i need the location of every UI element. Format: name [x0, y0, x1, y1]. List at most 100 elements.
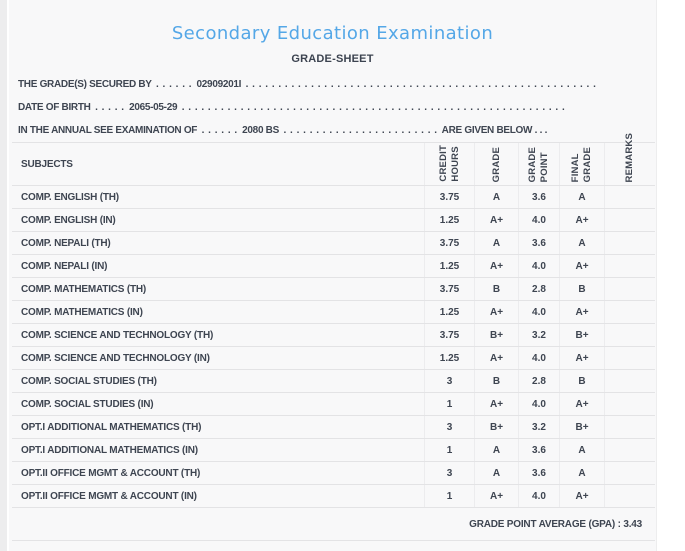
final-grade-cell: B+ [559, 324, 604, 346]
remarks-cell [604, 278, 655, 300]
final-grade-cell: A+ [559, 301, 604, 323]
subject-cell: OPT.II OFFICE MGMT & ACCOUNT (TH) [21, 467, 201, 479]
table-row: COMP. SOCIAL STUDIES (IN) 1 A+ 4.0 A+ [12, 393, 655, 416]
subject-cell: COMP. SOCIAL STUDIES (TH) [21, 375, 157, 387]
credit-hours-cell: 3.75 [424, 278, 474, 300]
remarks-cell [604, 485, 655, 507]
remarks-cell [604, 324, 655, 346]
grade-point-cell: 3.6 [518, 462, 559, 484]
grade-cell: A+ [474, 301, 518, 323]
grade-point-cell: 4.0 [518, 301, 559, 323]
credit-hours-cell: 1.25 [424, 347, 474, 369]
column-header-credit-hours: CREDIT HOURS [424, 143, 474, 185]
grade-sheet-page: Secondary Education Examination GRADE-SH… [9, 0, 657, 551]
remarks-cell [604, 439, 655, 461]
info-line-date-of-birth: DATE OF BIRTH . . . . . 2065-05-29 . . .… [18, 96, 596, 119]
credit-hours-cell: 3.75 [424, 324, 474, 346]
remarks-cell [604, 301, 655, 323]
table-row: COMP. NEPALI (TH) 3.75 A 3.6 A [12, 232, 655, 255]
grade-point-cell: 4.0 [518, 255, 559, 277]
dots-trailer: . . . . . . . . . . . . . . . . . . . . … [245, 79, 596, 90]
credit-hours-cell: 1.25 [424, 255, 474, 277]
grade-point-cell: 2.8 [518, 370, 559, 392]
remarks-cell [604, 209, 655, 231]
credit-hours-cell: 1.25 [424, 301, 474, 323]
credit-hours-cell: 3 [424, 370, 474, 392]
column-header-final-grade: FINAL GRADE [559, 143, 604, 185]
subject-cell: COMP. NEPALI (IN) [21, 260, 108, 272]
table-body: COMP. ENGLISH (TH) 3.75 A 3.6 A COMP. EN… [12, 186, 655, 508]
grade-label: GRADE [490, 146, 502, 182]
grade-cell: A+ [474, 393, 518, 415]
subject-cell: OPT.II OFFICE MGMT & ACCOUNT (IN) [21, 490, 197, 502]
grade-point-cell: 4.0 [518, 393, 559, 415]
remarks-cell [604, 255, 655, 277]
subject-cell: COMP. SCIENCE AND TECHNOLOGY (IN) [21, 352, 210, 364]
credit-hours-cell: 1.25 [424, 209, 474, 231]
grade-cell: A+ [474, 255, 518, 277]
grade-point-cell: 4.0 [518, 347, 559, 369]
table-row: COMP. NEPALI (IN) 1.25 A+ 4.0 A+ [12, 255, 655, 278]
credit-hours-cell: 1 [424, 439, 474, 461]
are-given-below-text: ARE GIVEN BELOW . . . [441, 125, 548, 136]
grade-point-cell: 4.0 [518, 209, 559, 231]
exam-year-value: 2080 BS [242, 125, 279, 136]
final-grade-cell: B [559, 370, 604, 392]
subject-cell: COMP. MATHEMATICS (IN) [21, 306, 143, 318]
table-row: OPT.II OFFICE MGMT & ACCOUNT (TH) 3 A 3.… [12, 462, 655, 485]
final-grade-cell: A [559, 462, 604, 484]
credit-hours-cell: 1 [424, 393, 474, 415]
subjects-column-header: SUBJECTS [21, 158, 73, 170]
grade-point-cell: 3.6 [518, 232, 559, 254]
grade-cell: A [474, 232, 518, 254]
grade-cell: A [474, 439, 518, 461]
subject-cell: COMP. SOCIAL STUDIES (IN) [21, 398, 154, 410]
grade-point-cell: 3.2 [518, 324, 559, 346]
table-row: COMP. ENGLISH (IN) 1.25 A+ 4.0 A+ [12, 209, 655, 232]
credit-hours-cell: 3 [424, 416, 474, 438]
grade-point-cell: 3.6 [518, 439, 559, 461]
grade-cell: B [474, 370, 518, 392]
final-grade-cell: B [559, 278, 604, 300]
subject-cell: COMP. SCIENCE AND TECHNOLOGY (TH) [21, 329, 214, 341]
grade-point-label: GRADE POINT [527, 146, 550, 182]
grade-cell: B+ [474, 416, 518, 438]
table-row: OPT.I ADDITIONAL MATHEMATICS (IN) 1 A 3.… [12, 439, 655, 462]
remarks-label: REMARKS [624, 132, 636, 182]
final-grade-cell: A+ [559, 347, 604, 369]
symbol-number-value: 02909201I [196, 79, 242, 90]
table-row: COMP. MATHEMATICS (IN) 1.25 A+ 4.0 A+ [12, 301, 655, 324]
table-row: COMP. SOCIAL STUDIES (TH) 3 B 2.8 B [12, 370, 655, 393]
table-row: COMP. MATHEMATICS (TH) 3.75 B 2.8 B [12, 278, 655, 301]
final-grade-cell: B+ [559, 416, 604, 438]
final-grade-cell: A+ [559, 255, 604, 277]
final-grade-cell: A [559, 439, 604, 461]
table-row: COMP. ENGLISH (TH) 3.75 A 3.6 A [12, 186, 655, 209]
table-header-row: SUBJECTS CREDIT HOURS GRADE GRADE POINT [12, 133, 655, 186]
gpa-text: GRADE POINT AVERAGE (GPA) : 3.43 [469, 518, 642, 530]
grade-cell: A+ [474, 485, 518, 507]
grade-cell: A [474, 462, 518, 484]
final-grade-cell: A+ [559, 209, 604, 231]
grade-cell: A [474, 186, 518, 208]
info-section: THE GRADE(S) SECURED BY . . . . . . 0290… [18, 73, 656, 142]
subject-cell: COMP. ENGLISH (IN) [21, 214, 116, 226]
remarks-cell [604, 232, 655, 254]
table-row: OPT.II OFFICE MGMT & ACCOUNT (IN) 1 A+ 4… [12, 485, 655, 508]
final-grade-cell: A+ [559, 393, 604, 415]
credit-hours-cell: 1 [424, 485, 474, 507]
remarks-cell [604, 416, 655, 438]
subject-cell: COMP. MATHEMATICS (TH) [21, 283, 147, 295]
secured-by-label: THE GRADE(S) SECURED BY [18, 79, 152, 90]
dots-leader: . . . . . . [201, 125, 238, 136]
credit-hours-cell: 3 [424, 462, 474, 484]
results-table: SUBJECTS CREDIT HOURS GRADE GRADE POINT [12, 133, 655, 541]
credit-hours-cell: 3.75 [424, 186, 474, 208]
gpa-footer-row: GRADE POINT AVERAGE (GPA) : 3.43 [12, 508, 655, 541]
table-row: COMP. SCIENCE AND TECHNOLOGY (IN) 1.25 A… [12, 347, 655, 370]
remarks-cell [604, 347, 655, 369]
credit-hours-label: CREDIT HOURS [437, 145, 461, 182]
remarks-cell [604, 370, 655, 392]
grade-cell: B+ [474, 324, 518, 346]
date-of-birth-label: DATE OF BIRTH [18, 102, 91, 113]
